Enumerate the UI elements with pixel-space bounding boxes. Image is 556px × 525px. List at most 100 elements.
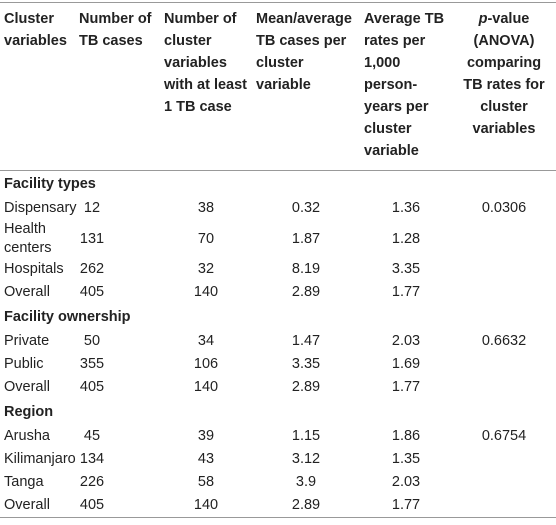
data-row: Dispensary 12 38 0.32 1.36 0.0306 [0,197,556,220]
cell: 39 [197,428,215,444]
cell: 45 [83,428,101,444]
p-value: 0.6632 [481,333,527,349]
cell: 1.77 [391,379,421,395]
cell: 405 [79,497,105,513]
p-value [452,220,556,258]
cell: 12 [83,200,101,216]
cell: 1.28 [391,230,421,247]
data-row: Private 50 34 1.47 2.03 0.6632 [0,330,556,353]
p-value [452,353,556,376]
cell: 3.9 [295,474,317,490]
cell: 3.12 [291,451,321,467]
cell: 2.89 [291,284,321,300]
data-row: Arusha 45 39 1.15 1.86 0.6754 [0,425,556,448]
header-text: -value (ANOVA) comparing TB rates for cl… [463,11,545,137]
data-row: Overall 405 140 2.89 1.77 [0,376,556,399]
section-title: Facility types [4,175,96,192]
cell: 1.87 [291,230,321,247]
data-row: Overall 405 140 2.89 1.77 [0,494,556,518]
column-header: Number of TB cases [75,3,160,171]
cell: 0.32 [291,200,321,216]
table-body: Facility types Dispensary 12 38 0.32 1.36 0.03… [0,171,556,518]
row-label: Dispensary [4,200,77,216]
data-row: Overall 405 140 2.89 1.77 [0,281,556,304]
cell: 134 [79,451,105,467]
row-label: Public [4,356,44,372]
p-value [452,448,556,471]
section-row: Region [0,399,556,425]
p-value [452,376,556,399]
cell: 106 [193,356,219,372]
cell: 70 [197,230,215,247]
data-row: Kilimanjaro 134 43 3.12 1.35 [0,448,556,471]
row-label: Arusha [4,428,50,444]
cell: 1.86 [391,428,421,444]
header-text: Mean/average TB cases per cluster variab… [256,11,352,93]
p-value: 0.6754 [481,428,527,444]
data-row: Hospitals 262 32 8.19 3.35 [0,258,556,281]
column-header: p-value (ANOVA) comparing TB rates for c… [452,3,556,171]
cell: 131 [79,230,105,247]
p-value: 0.0306 [481,200,527,216]
data-row: Health centers 131 70 1.87 1.28 [0,220,556,258]
column-header: Cluster variables [0,3,75,171]
cell: 1.35 [391,451,421,467]
cell: 3.35 [391,261,421,277]
cell: 405 [79,379,105,395]
cell: 3.35 [291,356,321,372]
column-header: Number of cluster variables with at leas… [160,3,252,171]
cell: 226 [79,474,105,490]
p-value [452,258,556,281]
section-row: Facility types [0,171,556,198]
row-label: Health centers [4,221,52,256]
p-value [452,494,556,518]
section-title: Region [4,403,54,420]
cell: 8.19 [291,261,321,277]
header-italic: p [478,11,488,27]
cell: 2.89 [291,379,321,395]
cell: 1.77 [391,284,421,300]
column-header: Mean/average TB cases per cluster variab… [252,3,360,171]
section-title: Facility ownership [4,308,131,325]
header-text: Cluster variables [4,11,67,49]
header-text: Number of cluster variables with at leas… [164,11,247,115]
cell: 405 [79,284,105,300]
cell: 58 [197,474,215,490]
p-value [452,281,556,304]
cell: 2.03 [391,333,421,349]
row-label: Overall [4,497,50,513]
table-header: Cluster variables Number of TB cases Numbe… [0,2,556,171]
cell: 32 [197,261,215,277]
row-label: Tanga [4,474,44,490]
cell: 34 [197,333,215,349]
section-row: Facility ownership [0,304,556,330]
header-row: Cluster variables Number of TB cases Numbe… [0,2,556,171]
cell: 140 [193,284,219,300]
cell: 140 [193,497,219,513]
header-text: Average TB rates per 1,000 person-years … [364,11,445,159]
cell: 262 [79,261,105,277]
cell: 2.03 [391,474,421,490]
cell: 1.47 [291,333,321,349]
row-label: Overall [4,379,50,395]
cell: 1.36 [391,200,421,216]
cell: 50 [83,333,101,349]
cell: 140 [193,379,219,395]
row-label: Private [4,333,50,349]
row-label: Hospitals [4,261,64,277]
data-row: Public 355 106 3.35 1.69 [0,353,556,376]
cell: 43 [197,451,215,467]
cell: 2.89 [291,497,321,513]
header-text: Number of TB cases [79,11,152,49]
cell: 355 [79,356,105,372]
data-row: Tanga 226 58 3.9 2.03 [0,471,556,494]
cell: 1.77 [391,497,421,513]
p-value [452,471,556,494]
cell: 1.69 [391,356,421,372]
cell: 1.15 [291,428,321,444]
row-label: Kilimanjaro [4,451,76,467]
column-header: Average TB rates per 1,000 person-years … [360,3,452,171]
cell: 38 [197,200,215,216]
